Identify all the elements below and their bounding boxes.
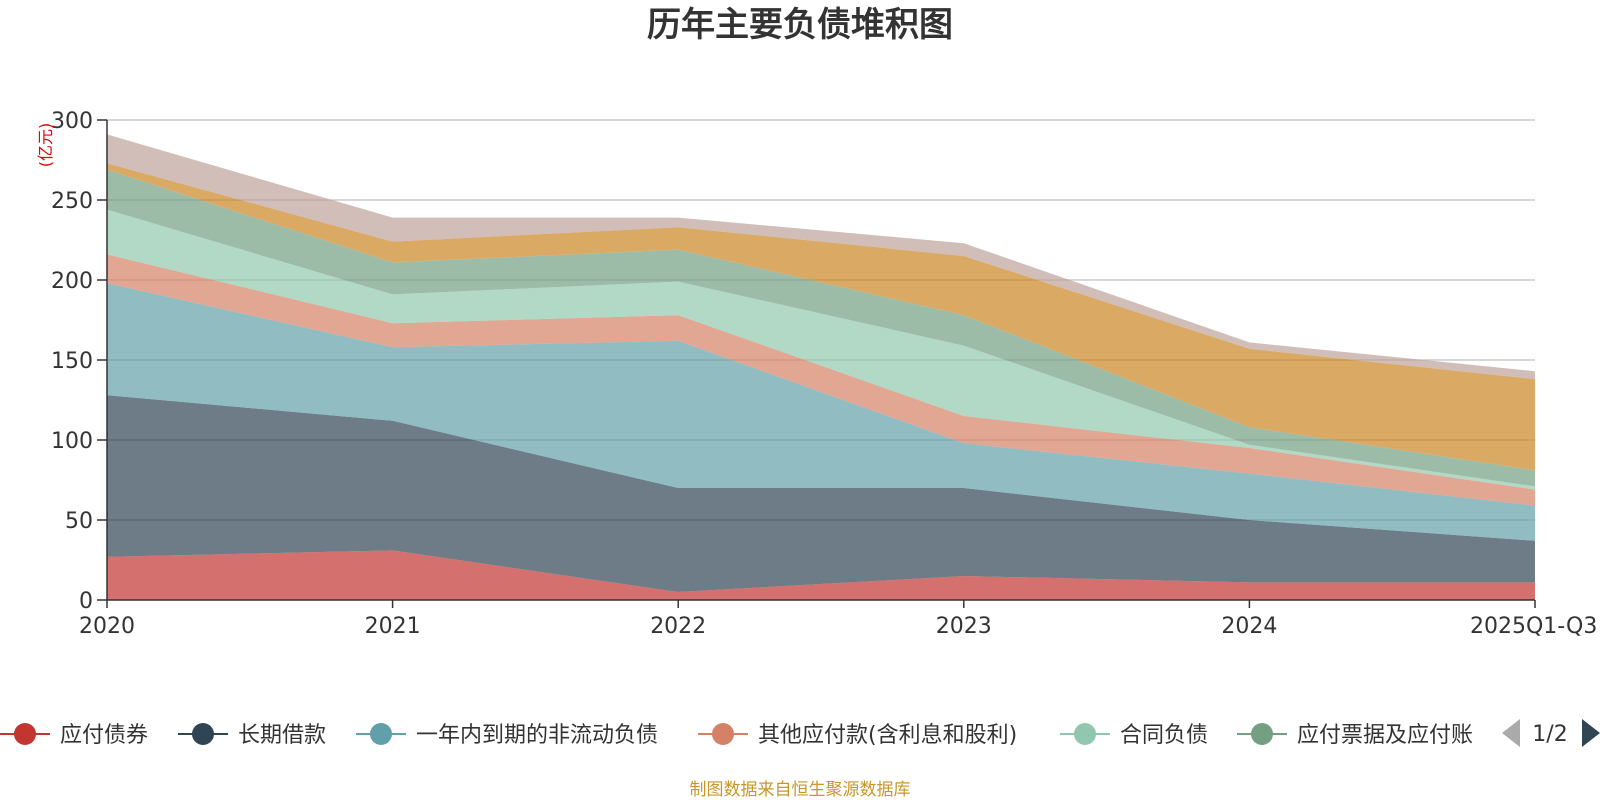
data-source-note: 制图数据来自恒生聚源数据库 [690,780,911,800]
legend-label: 其他应付款(含利息和股利) [758,723,1017,748]
y-tick-label: 0 [79,589,93,614]
legend-label: 合同负债 [1120,723,1208,748]
area-6 [107,169,1535,487]
legend-next-page-icon[interactable] [1582,719,1600,747]
legend-item[interactable]: 应付债券 [0,723,148,748]
legend-item[interactable]: 合同负债 [1060,723,1208,748]
area-1 [107,550,1535,600]
legend-marker-icon [370,723,392,745]
y-tick-label: 250 [51,189,93,214]
area-8 [107,134,1535,380]
y-tick-label: 150 [51,349,93,374]
legend-pager: 1/2 [1502,719,1600,747]
legend-item[interactable]: 长期借款 [178,723,326,748]
y-tick-label: 100 [51,429,93,454]
x-tick-label: 2021 [365,614,421,639]
area-2 [107,395,1535,592]
y-tick-label: 300 [51,109,93,134]
area-5 [107,209,1535,490]
legend-marker-icon [1251,723,1273,745]
legend-marker-icon [1074,723,1096,745]
axes: 0 50 100 150 200 250 300 2020 2021 2022 2023 2024 20… [51,109,1597,639]
legend-item[interactable]: 其他应付款(含利息和股利) [698,723,1017,748]
legend-marker-icon [14,723,36,745]
legend-page-indicator: 1/2 [1532,722,1567,747]
legend-prev-page-icon[interactable] [1502,719,1520,747]
y-axis-unit-label: (亿元) [36,123,55,168]
x-tick-label: 2022 [650,614,706,639]
area-series [107,134,1535,600]
chart-title: 历年主要负债堆积图 [647,5,953,45]
legend-marker-icon [712,723,734,745]
legend-label: 应付债券 [60,723,148,748]
y-tick-label: 50 [65,509,93,534]
legend-item[interactable]: 一年内到期的非流动负债 [356,723,658,748]
legend-label: 长期借款 [238,723,326,748]
x-tick-label: 2025Q1-Q3 [1470,614,1597,639]
y-tick-label: 200 [51,269,93,294]
legend-marker-icon [192,723,214,745]
x-tick-label: 2020 [79,614,135,639]
x-tick-label: 2024 [1221,614,1277,639]
legend: 应付债券 长期借款 一年内到期的非流动负债 其他应付款(含利息和股利) 合同负债 应付票据… [0,723,1473,748]
legend-item[interactable]: 应付票据及应付账 [1237,723,1473,748]
x-tick-label: 2023 [936,614,992,639]
legend-label: 一年内到期的非流动负债 [416,723,658,748]
area-3 [107,283,1535,541]
area-7 [107,163,1535,471]
legend-label: 应付票据及应付账 [1297,723,1473,748]
area-4 [107,254,1535,506]
